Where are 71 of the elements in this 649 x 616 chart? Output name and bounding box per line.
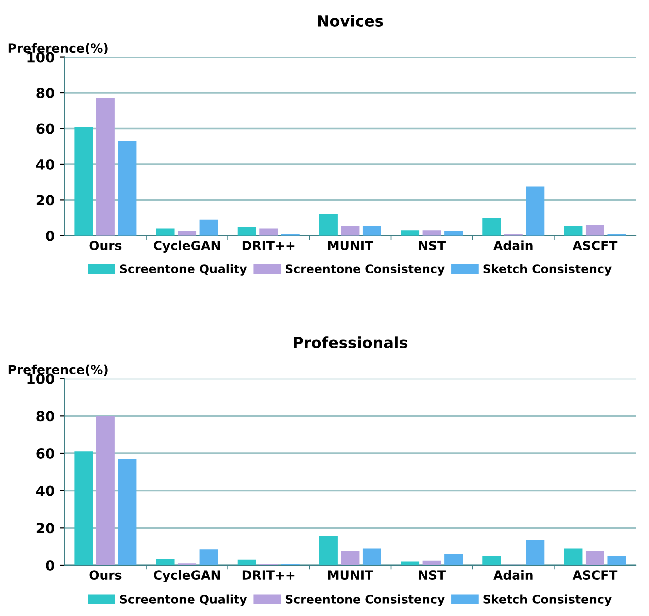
bar (319, 214, 338, 236)
bar (156, 228, 175, 236)
bar (401, 562, 420, 566)
x-tick-label: ASCFT (572, 570, 618, 580)
bar (482, 556, 502, 566)
y-tick-label: 100 (28, 374, 55, 384)
bar (200, 550, 218, 566)
y-tick-label: 20 (36, 523, 55, 534)
x-tick-label: ASCFT (572, 241, 618, 250)
bar (362, 226, 382, 236)
bar (422, 560, 442, 566)
bar (238, 226, 256, 236)
bar (118, 141, 137, 236)
y-axis-title: Preference(%) (8, 43, 108, 55)
legend-label: Screentone Quality (120, 264, 248, 276)
x-tick-label: NST (419, 570, 446, 580)
bar (401, 230, 420, 236)
legend-label: Screentone Quality (120, 594, 248, 606)
bar (341, 226, 360, 236)
bar (341, 551, 360, 566)
x-tick-label: DRIT++ (242, 570, 295, 580)
bar (96, 98, 115, 236)
y-tick-label: 20 (36, 195, 55, 206)
legend-label: Screentone Consistency (286, 594, 445, 606)
x-tick-label: Adain (494, 240, 533, 250)
y-axis-title: Preference(%) (8, 364, 108, 376)
bar (178, 231, 197, 236)
bar (96, 416, 115, 566)
bar (586, 225, 604, 236)
bar (118, 459, 137, 566)
bar (444, 554, 464, 566)
bar (482, 218, 502, 236)
bar (564, 548, 583, 566)
x-tick-label: CycleGAN (154, 570, 220, 583)
bar (362, 548, 382, 566)
x-tick-label: CycleGAN (154, 240, 220, 253)
bar (200, 220, 218, 236)
chart-title: Professionals (294, 336, 408, 348)
x-tick-label: Ours (90, 241, 122, 250)
bar (608, 556, 626, 566)
y-tick-label: 40 (36, 486, 55, 496)
bar (319, 536, 338, 566)
bar (586, 551, 604, 566)
chart-title: Novices (318, 15, 384, 27)
bar (526, 186, 545, 236)
legend-label: Sketch Consistency (484, 264, 612, 276)
x-tick-label: DRIT++ (242, 241, 295, 250)
bar (74, 452, 94, 566)
bar (74, 126, 94, 236)
bar (564, 226, 583, 236)
x-tick-label: Ours (90, 570, 122, 580)
bar (444, 231, 464, 236)
y-tick-label: 0 (46, 230, 55, 242)
legend-label: Screentone Consistency (286, 264, 445, 276)
y-tick-label: 60 (36, 448, 55, 459)
y-tick-label: 60 (36, 124, 55, 134)
x-tick-label: MUNIT (328, 570, 374, 580)
legend-label: Sketch Consistency (484, 594, 612, 606)
bar (260, 228, 278, 236)
y-tick-label: 80 (36, 411, 55, 422)
bar (156, 559, 175, 566)
bar (526, 540, 545, 566)
y-tick-label: 100 (28, 52, 55, 63)
x-tick-label: Adain (494, 570, 533, 580)
bar (238, 560, 256, 566)
x-tick-label: MUNIT (328, 241, 374, 250)
y-tick-label: 80 (36, 88, 55, 98)
bar (422, 230, 442, 236)
y-tick-label: 0 (46, 560, 55, 571)
x-tick-label: NST (419, 241, 446, 250)
y-tick-label: 40 (36, 159, 55, 170)
